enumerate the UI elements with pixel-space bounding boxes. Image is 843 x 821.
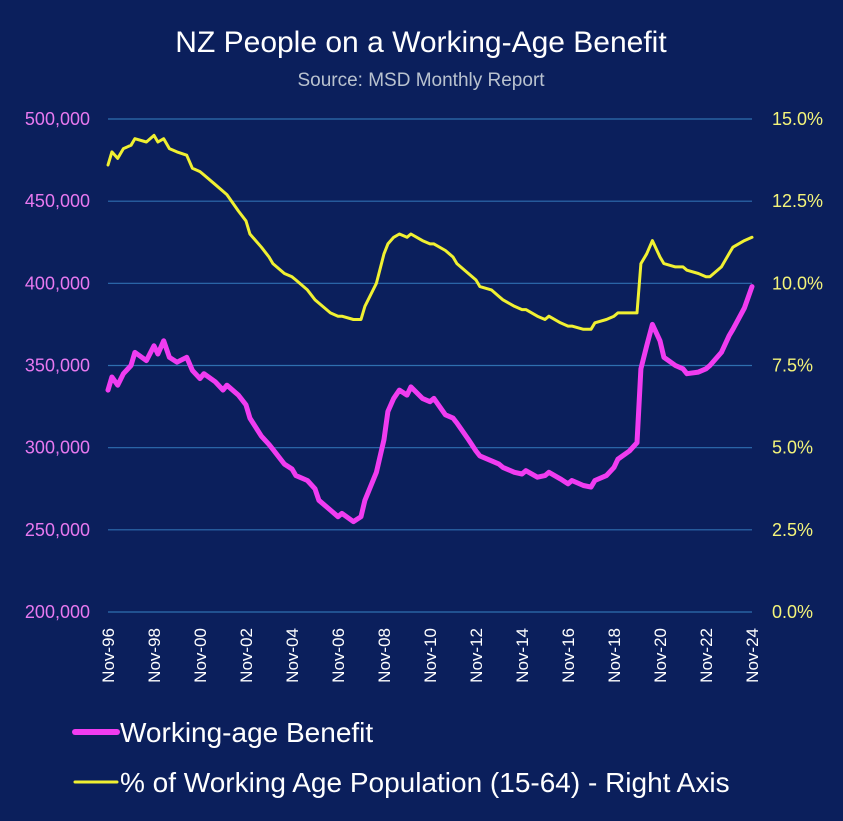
right-axis-tick-label: 10.0% <box>772 273 823 293</box>
left-axis-tick-label: 250,000 <box>25 520 90 540</box>
x-axis-tick-label: Nov-24 <box>743 628 762 683</box>
x-axis-tick-label: Nov-10 <box>421 628 440 683</box>
x-axis-tick-label: Nov-96 <box>99 628 118 683</box>
right-axis-tick-label: 5.0% <box>772 438 813 458</box>
right-axis-tick-label: 7.5% <box>772 356 813 376</box>
x-axis-tick-label: Nov-08 <box>375 628 394 683</box>
right-axis-tick-label: 12.5% <box>772 191 823 211</box>
gridlines <box>108 118 752 613</box>
x-axis-tick-label: Nov-20 <box>651 628 670 683</box>
left-axis-tick-label: 500,000 <box>25 109 90 129</box>
left-axis-tick-label: 300,000 <box>25 438 90 458</box>
left-axis-tick-label: 450,000 <box>25 191 90 211</box>
x-axis-tick-label: Nov-98 <box>145 628 164 683</box>
x-axis-tick-label: Nov-18 <box>605 628 624 683</box>
x-axis-tick-label: Nov-12 <box>467 628 486 683</box>
x-axis-tick-label: Nov-14 <box>513 628 532 683</box>
right-axis-tick-label: 15.0% <box>772 109 823 129</box>
series-line-percent-population <box>106 133 754 331</box>
legend-label-working-age-benefit: Working-age Benefit <box>120 717 373 748</box>
chart-title: NZ People on a Working-Age Benefit <box>175 26 667 59</box>
left-axis-tick-label: 200,000 <box>25 602 90 622</box>
x-axis-tick-label: Nov-22 <box>697 628 716 683</box>
right-axis-ticks: 15.0% 12.5% 10.0% 7.5% 5.0% 2.5% 0.0% <box>772 109 823 622</box>
legend-label-percent-population: % of Working Age Population (15-64) - Ri… <box>120 767 730 798</box>
chart-subtitle: Source: MSD Monthly Report <box>297 70 545 91</box>
right-axis-tick-label: 2.5% <box>772 520 813 540</box>
left-axis-tick-label: 350,000 <box>25 356 90 376</box>
x-axis-tick-label: Nov-02 <box>237 628 256 683</box>
x-axis-ticks: Nov-96 Nov-98 Nov-00 Nov-02 Nov-04 Nov-06 Nov-… <box>99 628 762 683</box>
left-axis-tick-label: 400,000 <box>25 273 90 293</box>
x-axis-tick-label: Nov-16 <box>559 628 578 683</box>
right-axis-tick-label: 0.0% <box>772 602 813 622</box>
legend: Working-age Benefit % of Working Age Pop… <box>72 717 730 798</box>
x-axis-tick-label: Nov-04 <box>283 628 302 683</box>
left-axis-ticks: 500,000 450,000 400,000 350,000 300,000 250,0… <box>25 109 90 622</box>
x-axis-tick-label: Nov-00 <box>191 628 210 683</box>
series-line-working-age-benefit <box>105 284 755 525</box>
x-axis-tick-label: Nov-06 <box>329 628 348 683</box>
series-lines <box>105 133 755 525</box>
